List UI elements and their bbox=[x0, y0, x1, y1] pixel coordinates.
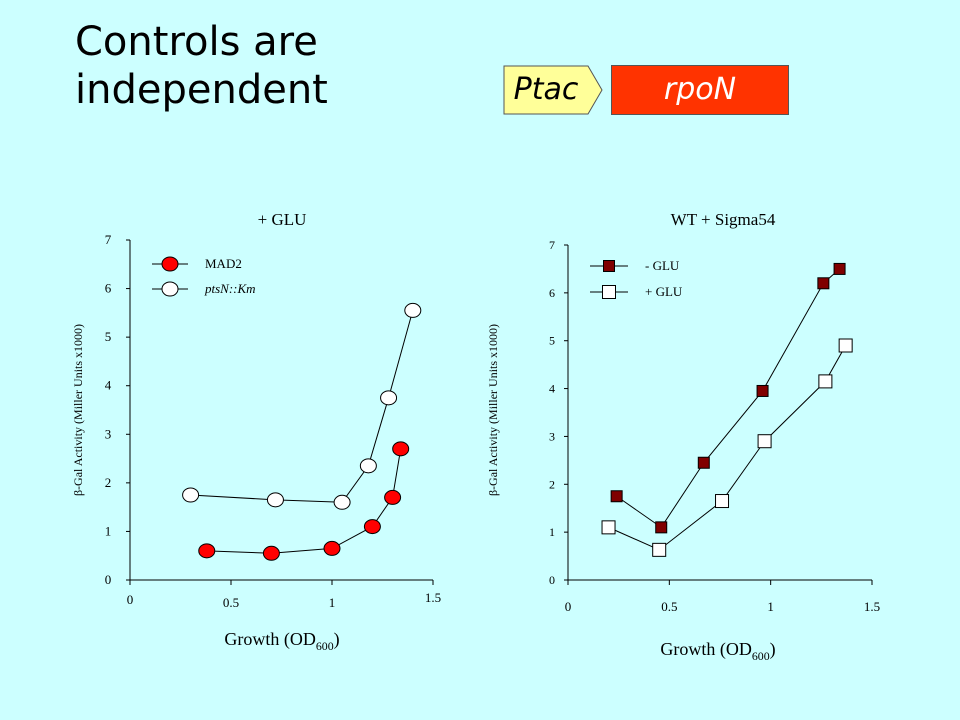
x-tick-label: 0 bbox=[127, 592, 134, 607]
data-point bbox=[756, 384, 769, 397]
chart-title: WT + Sigma54 bbox=[671, 210, 776, 229]
y-tick-label: 3 bbox=[549, 429, 555, 443]
y-tick-label: 7 bbox=[105, 232, 112, 247]
data-point bbox=[333, 494, 351, 510]
chart-title: + GLU bbox=[258, 210, 307, 229]
data-point bbox=[838, 338, 853, 353]
data-point bbox=[715, 494, 730, 509]
data-point bbox=[384, 489, 402, 505]
y-tick-label: 4 bbox=[105, 378, 112, 393]
y-tick-label: 1 bbox=[105, 523, 112, 538]
x-tick-label: 0.5 bbox=[661, 599, 677, 614]
data-point bbox=[652, 542, 667, 557]
data-point bbox=[601, 520, 616, 535]
y-tick-label: 5 bbox=[549, 334, 555, 348]
y-tick-label: 3 bbox=[105, 426, 112, 441]
series-line bbox=[616, 268, 840, 529]
legend-marker bbox=[161, 256, 179, 272]
y-axis-label: β-Gal Activity (Miller Units x1000) bbox=[486, 324, 500, 496]
y-tick-label: 0 bbox=[105, 572, 112, 587]
data-point bbox=[833, 262, 846, 275]
promoter-label: Ptac bbox=[513, 72, 579, 107]
legend-label: MAD2 bbox=[205, 256, 242, 271]
y-tick-label: 5 bbox=[105, 329, 112, 344]
x-axis-label: Growth (OD600) bbox=[660, 639, 775, 663]
gene-box-rpon: rpoN bbox=[611, 65, 789, 115]
ptac-promoter-arrow bbox=[503, 65, 603, 115]
y-tick-label: 1 bbox=[549, 525, 555, 539]
data-point bbox=[655, 521, 668, 534]
x-tick-label: 0.5 bbox=[223, 595, 239, 610]
y-tick-label: 2 bbox=[105, 475, 112, 490]
series-line bbox=[608, 345, 847, 551]
data-point bbox=[359, 458, 377, 474]
y-tick-label: 0 bbox=[549, 573, 555, 587]
x-axis-label: Growth (OD600) bbox=[224, 629, 339, 653]
data-point bbox=[817, 277, 830, 290]
legend-label: ptsN::Km bbox=[204, 281, 256, 296]
slide-title: Controls are independent bbox=[75, 19, 328, 113]
x-tick-label: 1 bbox=[767, 599, 774, 614]
legend-label: - GLU bbox=[645, 258, 680, 273]
data-point bbox=[757, 434, 772, 449]
x-tick-label: 1.5 bbox=[425, 590, 441, 605]
data-point bbox=[262, 545, 280, 561]
data-point bbox=[392, 441, 410, 457]
data-point bbox=[697, 456, 710, 469]
y-tick-label: 7 bbox=[549, 238, 555, 252]
data-point bbox=[363, 519, 381, 535]
x-tick-label: 1.5 bbox=[864, 599, 880, 614]
data-point bbox=[323, 540, 341, 556]
data-point bbox=[266, 492, 284, 508]
legend-marker bbox=[161, 281, 179, 297]
data-point bbox=[380, 390, 398, 406]
series-line bbox=[190, 310, 414, 503]
legend-marker bbox=[602, 285, 616, 299]
data-point bbox=[404, 302, 422, 318]
data-point bbox=[182, 487, 200, 503]
y-axis-label: β-Gal Activity (Miller Units x1000) bbox=[71, 324, 85, 496]
series-line bbox=[206, 448, 402, 554]
data-point bbox=[818, 374, 833, 389]
y-tick-label: 6 bbox=[549, 286, 555, 300]
data-point bbox=[610, 490, 623, 503]
y-tick-label: 6 bbox=[105, 281, 112, 296]
legend-label: + GLU bbox=[645, 284, 683, 299]
y-tick-label: 2 bbox=[549, 477, 555, 491]
x-tick-label: 1 bbox=[329, 595, 336, 610]
legend-marker bbox=[603, 260, 615, 272]
y-tick-label: 4 bbox=[549, 382, 555, 396]
data-point bbox=[198, 543, 216, 559]
x-tick-label: 0 bbox=[565, 599, 572, 614]
